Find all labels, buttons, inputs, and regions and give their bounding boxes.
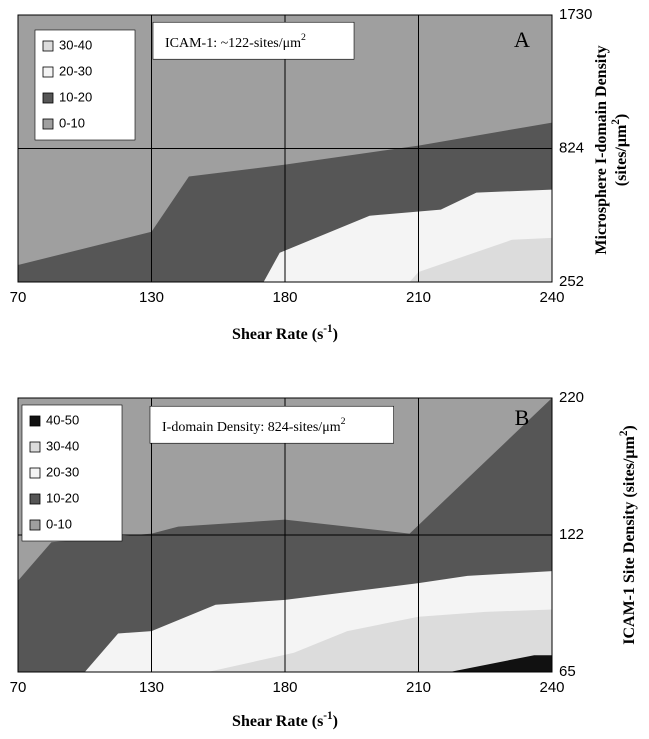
- y-axis-label-part: ): [613, 114, 630, 119]
- x-axis-label-part: ): [333, 326, 338, 343]
- annotation: I-domain Density: 824-sites/μm2: [162, 416, 346, 435]
- legend-swatch: [42, 92, 54, 104]
- x-axis-label: Shear Rate (s-1): [232, 323, 338, 343]
- y-axis-label-sup: 2: [610, 119, 622, 125]
- legend-label: 20-30: [46, 464, 79, 479]
- legend-label: 0-10: [59, 115, 85, 130]
- legend-swatch: [42, 40, 54, 52]
- annotation: ICAM-1: ~122-sites/μm2: [165, 32, 306, 51]
- y-tick-label: 65: [559, 663, 576, 680]
- y-tick-label: 1730: [559, 6, 592, 23]
- legend-swatch: [42, 66, 54, 78]
- x-tick-label: 180: [272, 289, 297, 306]
- legend-swatch: [29, 467, 41, 479]
- y-tick-label: 252: [559, 273, 584, 290]
- x-tick-label: 210: [406, 289, 431, 306]
- y-axis-label-part: ICAM-1 Site Density (sites/μm: [621, 435, 638, 644]
- contour-region: [449, 655, 552, 672]
- annotation-sup: 2: [301, 32, 306, 43]
- contour-region: [409, 237, 552, 282]
- x-tick-label: 210: [406, 679, 431, 696]
- x-axis-label-part: Shear Rate (s: [232, 713, 323, 730]
- legend-label: 0-10: [46, 516, 72, 531]
- legend-swatch: [29, 493, 41, 505]
- legend-label: 40-50: [46, 412, 79, 427]
- x-tick-label: 130: [139, 679, 164, 696]
- contour-region: [207, 609, 552, 672]
- y-tick-label: 824: [559, 139, 584, 156]
- annotation-box: [149, 405, 394, 444]
- y-tick-label: 220: [559, 389, 584, 406]
- legend: 40-50 30-40 20-30 10-20 0-10: [21, 404, 123, 542]
- legend-label: 10-20: [59, 89, 92, 104]
- y-axis-label-sup: 2: [618, 430, 630, 436]
- plot-border: [17, 14, 553, 283]
- legend-label: 30-40: [59, 37, 92, 52]
- y-axis-label: ICAM-1 Site Density (sites/μm2): [618, 425, 638, 645]
- panel-label: A: [514, 27, 530, 52]
- x-axis-label-part: ): [333, 713, 338, 730]
- panel-label: B: [515, 405, 530, 430]
- annotation-box: [152, 21, 355, 60]
- x-tick-label: 180: [272, 679, 297, 696]
- legend-label: 30-40: [46, 438, 79, 453]
- x-tick-label: 70: [10, 679, 27, 696]
- y-axis-label: Microsphere I-domain Density: [593, 45, 610, 254]
- y-axis-label-part: (sites/μm: [613, 124, 630, 186]
- legend-swatch: [29, 415, 41, 427]
- annotation-sup: 2: [341, 416, 346, 427]
- legend-label: 20-30: [59, 63, 92, 78]
- x-axis-label-sup: -1: [323, 323, 333, 335]
- x-axis-label-sup: -1: [323, 710, 333, 722]
- x-tick-label: 130: [139, 289, 164, 306]
- x-tick-label: 240: [539, 289, 564, 306]
- plot-border: [17, 397, 553, 673]
- x-tick-label: 240: [539, 679, 564, 696]
- y-axis-label-part: ): [621, 425, 638, 430]
- x-axis-label: Shear Rate (s-1): [232, 710, 338, 730]
- legend-swatch: [42, 118, 54, 130]
- y-axis-label-part: Microsphere I-domain Density: [593, 45, 610, 254]
- x-axis-label-part: Shear Rate (s: [232, 326, 323, 343]
- legend-swatch: [29, 519, 41, 531]
- annotation-part: ICAM-1: ~122-sites/μm: [165, 36, 301, 51]
- annotation-part: I-domain Density: 824-sites/μm: [162, 420, 341, 435]
- legend-swatch: [29, 441, 41, 453]
- y-axis-label: (sites/μm2): [610, 114, 630, 186]
- y-tick-label: 122: [559, 526, 584, 543]
- legend: 30-40 20-30 10-20 0-10: [34, 29, 136, 141]
- legend-label: 10-20: [46, 490, 79, 505]
- x-tick-label: 70: [10, 289, 27, 306]
